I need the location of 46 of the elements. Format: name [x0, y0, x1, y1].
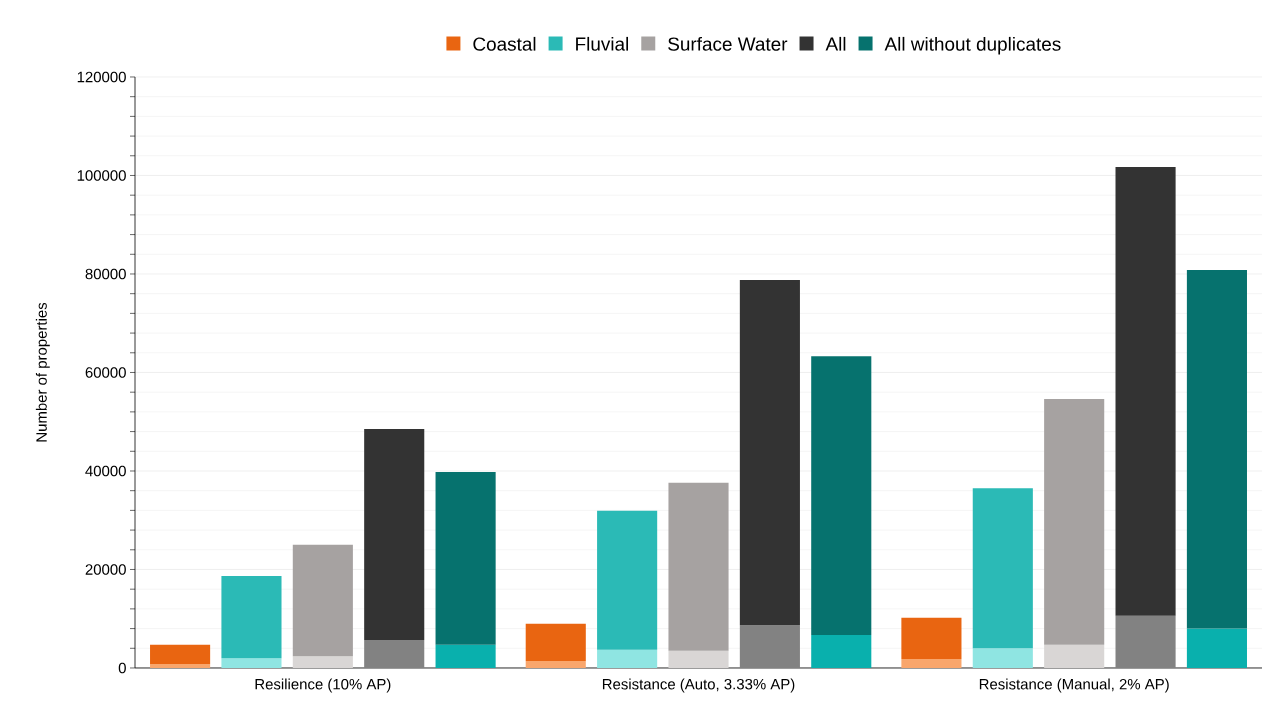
y-tick-label: 80000: [85, 268, 126, 280]
bar: [1115, 167, 1176, 616]
y-axis-title: Number of properties: [35, 302, 50, 442]
bar: [221, 575, 282, 659]
bar: [972, 488, 1033, 649]
bar: [811, 634, 872, 668]
bar: [972, 648, 1033, 668]
y-tick-label: 120000: [77, 71, 126, 83]
y-tick-label: 40000: [85, 465, 126, 477]
bar: [1044, 644, 1105, 668]
legend-label: All: [825, 36, 846, 51]
bar: [1115, 615, 1176, 668]
bar: [150, 664, 211, 668]
bar: [150, 644, 211, 665]
bar: [364, 429, 425, 640]
bar: [668, 482, 729, 651]
x-tick-label: Resistance (Manual, 2% AP): [979, 678, 1169, 693]
bar: [525, 623, 586, 662]
bar: [292, 656, 353, 668]
y-tick-label: 60000: [85, 367, 126, 378]
bar: [668, 650, 729, 668]
y-tick-label: 20000: [85, 564, 126, 575]
x-tick-label: Resilience (10% AP): [255, 678, 391, 693]
bar: [1186, 628, 1247, 668]
bar: [1186, 270, 1247, 629]
bar: [221, 658, 282, 668]
bar: [597, 510, 658, 650]
bar: [597, 649, 658, 668]
bar: [811, 356, 872, 635]
bar: [739, 279, 800, 626]
bar: [435, 471, 496, 645]
y-tick-label: 0: [118, 662, 126, 674]
bar: [739, 625, 800, 668]
legend-label: Coastal: [473, 36, 536, 51]
legend-label: Surface Water: [668, 36, 788, 51]
legend-label: All without duplicates: [884, 36, 1061, 55]
bar: [435, 644, 496, 668]
bar: [525, 661, 586, 668]
bar: [901, 617, 962, 660]
legend-label: Fluvial: [576, 36, 628, 51]
y-tick-label: 100000: [77, 170, 126, 181]
bar: [292, 544, 353, 657]
bar: [1044, 399, 1105, 645]
bar: [901, 659, 962, 668]
x-tick-label: Resistance (Auto, 3.33% AP): [602, 678, 795, 693]
bar: [364, 639, 425, 668]
